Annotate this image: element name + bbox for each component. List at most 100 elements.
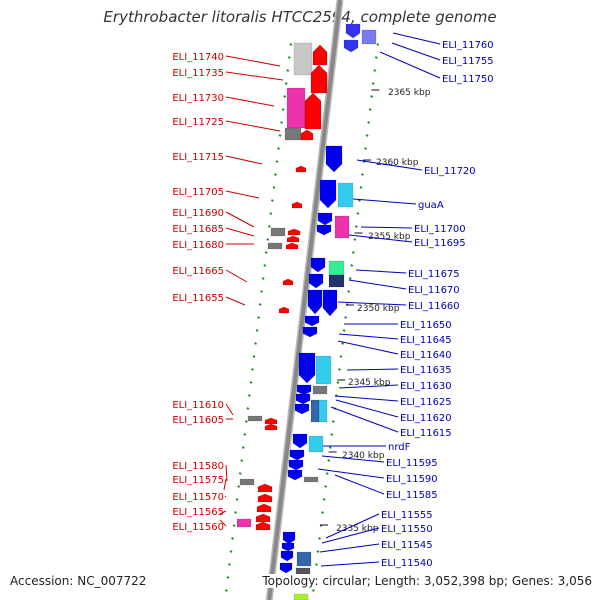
tick-mark xyxy=(353,238,357,241)
gene-label-right: ELI_11695 xyxy=(414,238,466,249)
tick-mark xyxy=(255,329,259,332)
gene-label-right: ELI_11760 xyxy=(442,40,494,51)
tick-mark xyxy=(331,420,335,423)
tick-mark xyxy=(280,121,284,124)
tick-mark xyxy=(356,212,360,215)
tick-mark xyxy=(224,589,228,592)
gene-label-right: ELI_11640 xyxy=(400,350,452,361)
gene-label-left: ELI_11570 xyxy=(172,492,224,503)
gene-arrow-blue xyxy=(279,562,293,574)
tick-mark xyxy=(251,368,254,371)
gene-label-leader xyxy=(225,211,255,228)
tick-mark xyxy=(371,82,375,85)
gene-label-leader xyxy=(391,42,441,61)
gene-arrow-blue xyxy=(307,289,323,315)
gene-arrow-blue xyxy=(288,459,304,471)
gene-label-right: ELI_11540 xyxy=(381,558,433,569)
gene-label-right: ELI_11630 xyxy=(400,381,452,392)
gene-arrow-blue xyxy=(308,273,324,289)
gene-label-right: ELI_11590 xyxy=(386,474,438,485)
gene-label-leader xyxy=(319,543,380,553)
tick-mark xyxy=(260,290,264,293)
gene-arrow-blue xyxy=(281,542,295,552)
gene-label-leader xyxy=(330,406,399,433)
gene-arrow-red xyxy=(264,417,278,425)
gene-block-lime xyxy=(293,593,309,600)
gene-label-leader xyxy=(219,519,227,527)
tick-mark xyxy=(365,134,369,137)
gene-label-leader xyxy=(337,301,407,306)
tick-mark xyxy=(275,160,279,163)
gene-label-left: ELI_11715 xyxy=(172,152,224,163)
gene-block-magenta xyxy=(286,87,306,129)
gene-label-left: ELI_11740 xyxy=(172,52,224,63)
gene-arrow-blue xyxy=(298,352,316,384)
gene-label-leader xyxy=(225,96,275,107)
gene-label-leader xyxy=(223,478,227,491)
gene-block-cyan xyxy=(337,182,354,208)
tick-mark xyxy=(289,43,293,46)
tick-mark xyxy=(243,433,247,436)
gene-label-leader xyxy=(225,155,263,165)
gene-arrow-blue xyxy=(317,212,333,226)
tick-mark xyxy=(257,316,261,319)
gene-label-right: ELI_11615 xyxy=(400,428,452,439)
tick-mark xyxy=(348,277,352,280)
tick-mark xyxy=(244,420,248,423)
gene-arrow-blue xyxy=(325,145,343,173)
scale-label: 2335 kbp xyxy=(336,524,379,534)
gene-arrow-blue xyxy=(296,384,312,396)
gene-arrow-red xyxy=(282,278,294,286)
gene-label-leader xyxy=(338,333,399,340)
gene-label-left: ELI_11655 xyxy=(172,293,224,304)
tick-mark xyxy=(341,342,344,345)
tick-mark xyxy=(238,472,242,475)
gene-label-leader xyxy=(360,226,413,229)
tick-mark xyxy=(263,264,267,267)
gene-arrow-blue xyxy=(280,550,294,562)
tick-mark xyxy=(231,537,234,540)
scale-label: 2345 kbp xyxy=(348,378,391,388)
tick-mark xyxy=(286,69,290,72)
tick-mark xyxy=(247,394,251,397)
gene-label-leader xyxy=(346,368,399,371)
tick-mark xyxy=(354,225,358,228)
tick-mark xyxy=(254,342,257,345)
gene-label-leader xyxy=(352,198,417,205)
gene-label-leader xyxy=(321,455,385,463)
gene-arrow-blue xyxy=(343,39,359,53)
gene-block-green xyxy=(328,260,345,276)
tick-mark xyxy=(367,121,371,124)
gene-block-grey xyxy=(247,415,263,422)
gene-block-cyan xyxy=(318,399,328,423)
gene-arrow-red xyxy=(304,92,322,130)
gene-label-left: ELI_11690 xyxy=(172,208,224,219)
gene-label-leader xyxy=(355,269,407,274)
tick-mark xyxy=(267,225,271,228)
tick-mark xyxy=(322,498,326,501)
tick-mark xyxy=(266,238,270,241)
tick-mark xyxy=(281,108,285,111)
tick-mark xyxy=(347,290,351,293)
genome-title: Erythrobacter litoralis HTCC2594, comple… xyxy=(103,8,497,26)
gene-label-right: ELI_11555 xyxy=(381,510,433,521)
gene-block-grey xyxy=(267,242,283,250)
gene-block-navy xyxy=(328,274,345,288)
gene-label-leader xyxy=(219,510,227,515)
tick-mark xyxy=(272,186,276,189)
gene-label-right: ELI_11550 xyxy=(381,524,433,535)
gene-label-right: guaA xyxy=(418,200,444,211)
gene-label-leader xyxy=(225,190,260,199)
gene-block-steel xyxy=(310,399,320,423)
gene-arrow-red xyxy=(287,228,301,236)
genome-summary: Topology: circular; Length: 3,052,398 bp… xyxy=(262,574,592,588)
scale-label: 2360 kbp xyxy=(376,158,419,168)
tick-mark xyxy=(232,524,236,527)
gene-label-right: ELI_11750 xyxy=(442,74,494,85)
tick-mark xyxy=(370,95,374,98)
tick-mark xyxy=(270,199,274,202)
gene-arrow-blue xyxy=(287,469,303,481)
tick-mark xyxy=(226,576,230,579)
gene-arrow-blue xyxy=(292,433,308,449)
tick-mark xyxy=(328,446,332,449)
